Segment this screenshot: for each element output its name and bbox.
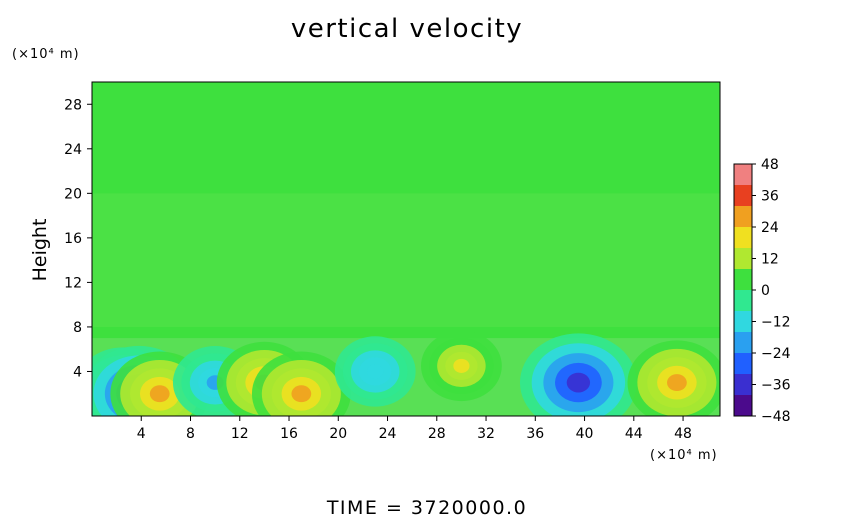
plot-frame (91, 81, 721, 417)
contour-level (453, 358, 470, 373)
colorbar-label: −36 (761, 378, 791, 394)
colorbar-label: 0 (761, 283, 770, 299)
x-tick-label: 4 (137, 426, 146, 442)
y-tick-label: 8 (73, 320, 82, 336)
y-tick-label: 16 (64, 231, 82, 247)
colorbar-label: −48 (761, 409, 791, 425)
y-axis: 4 8 12 16 20 24 28 (64, 97, 92, 380)
x-tick-label: 36 (526, 426, 544, 442)
y-tick-label: 4 (73, 364, 82, 380)
x-tick-label: 32 (477, 426, 495, 442)
x-tick-label: 44 (625, 426, 643, 442)
colorbar: 48 36 24 12 0 −12 −24 −36 −48 (733, 157, 791, 425)
x-tick-label: 12 (231, 426, 249, 442)
x-axis: 4 8 12 16 20 24 28 32 36 40 44 48 (137, 416, 692, 442)
contour-level (149, 385, 170, 403)
colorbar-swatch (734, 374, 752, 395)
colorbar-swatch (734, 227, 752, 248)
x-tick-label: 24 (379, 426, 397, 442)
colorbar-label: 48 (761, 157, 779, 173)
colorbar-swatch (734, 290, 752, 311)
time-footer: TIME = 3720000.0 (326, 497, 528, 519)
colorbar-label: 36 (761, 189, 779, 205)
contour-level (367, 364, 384, 379)
colorbar-label: −12 (761, 315, 791, 331)
x-tick-label: 20 (329, 426, 347, 442)
colorbar-swatch (734, 185, 752, 206)
x-tick-label: 16 (280, 426, 298, 442)
x-tick-label: 48 (674, 426, 692, 442)
y-axis-unit: (×10⁴ m) (12, 47, 80, 62)
y-tick-label: 12 (64, 275, 82, 291)
x-axis-unit: (×10⁴ m) (650, 448, 718, 463)
colorbar-swatch (734, 164, 752, 185)
colorbar-label: 12 (761, 252, 779, 268)
y-tick-label: 28 (64, 97, 82, 113)
velocity-cell (421, 330, 502, 402)
x-tick-label: 8 (186, 426, 195, 442)
colorbar-swatch (734, 206, 752, 227)
velocity-cell (520, 333, 637, 416)
mid-level-band (92, 193, 720, 327)
velocity-cell (251, 351, 351, 416)
contour-level (566, 372, 591, 393)
chart-title: vertical velocity (290, 14, 524, 44)
plot-area (91, 81, 721, 417)
y-tick-label: 24 (64, 142, 82, 158)
x-tick-label: 28 (428, 426, 446, 442)
colorbar-swatch (734, 311, 752, 332)
velocity-cell (334, 336, 416, 407)
colorbar-swatch (734, 353, 752, 374)
y-tick-label: 20 (64, 186, 82, 202)
colorbar-swatch (734, 395, 752, 416)
velocity-cell (627, 340, 720, 416)
contour-level (667, 374, 687, 392)
colorbar-swatch (734, 332, 752, 353)
contour-level (291, 385, 312, 403)
colorbar-swatch (734, 248, 752, 269)
colorbar-swatch (734, 269, 752, 290)
x-tick-label: 40 (576, 426, 594, 442)
colorbar-label: 24 (761, 220, 779, 236)
colorbar-label: −24 (761, 346, 791, 362)
